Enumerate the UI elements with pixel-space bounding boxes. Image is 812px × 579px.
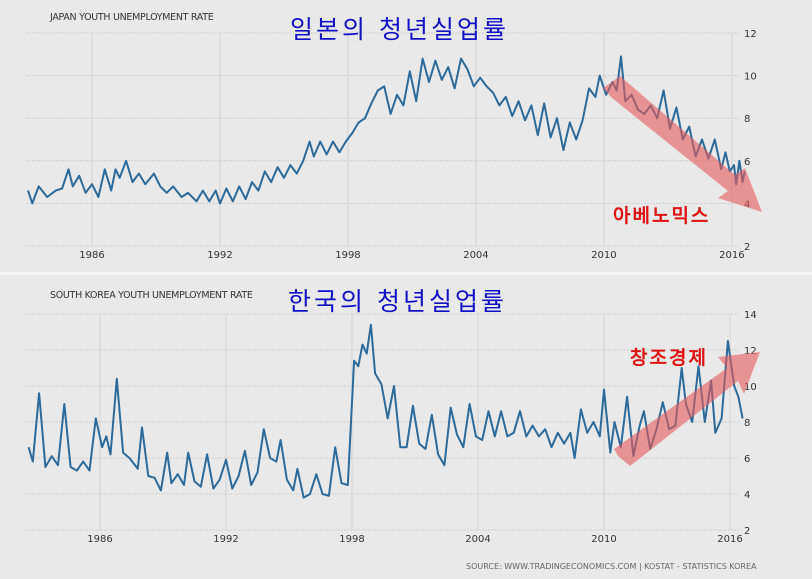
japan-y-tick-label: 2 bbox=[744, 242, 750, 253]
korea-chart-title: SOUTH KOREA YOUTH UNEMPLOYMENT RATE bbox=[50, 290, 253, 301]
korea-y-tick-label: 4 bbox=[744, 490, 750, 501]
japan-chart-title: JAPAN YOUTH UNEMPLOYMENT RATE bbox=[49, 12, 214, 23]
korea-x-tick-label: 1986 bbox=[87, 534, 112, 545]
korea-x-tick-label: 2010 bbox=[591, 534, 616, 545]
source-note: SOURCE: WWW.TRADINGECONOMICS.COM | KOSTA… bbox=[466, 562, 757, 571]
korea-trend-arrow-up bbox=[614, 352, 760, 466]
japan-x-tick-label: 1992 bbox=[207, 250, 232, 261]
korea-y-tick-label: 14 bbox=[744, 310, 757, 321]
japan-y-tick-label: 12 bbox=[744, 29, 757, 40]
korea-policy-annotation: 창조경제 bbox=[630, 347, 708, 369]
korea-x-tick-label: 1992 bbox=[213, 534, 238, 545]
japan-x-tick-label: 2016 bbox=[719, 250, 744, 261]
japan-trend-arrow-down bbox=[603, 76, 762, 212]
japan-y-tick-label: 8 bbox=[744, 114, 750, 125]
korea-y-tick-label: 12 bbox=[744, 346, 757, 357]
korea-x-tick-label: 2016 bbox=[717, 534, 742, 545]
japan-y-tick-label: 10 bbox=[744, 72, 757, 83]
korea-y-tick-label: 2 bbox=[744, 526, 750, 537]
japan-policy-annotation: 아베노믹스 bbox=[613, 205, 710, 227]
japan-x-tick-label: 2004 bbox=[463, 250, 488, 261]
japan-x-tick-label: 1986 bbox=[79, 250, 104, 261]
japan-y-tick-label: 6 bbox=[744, 157, 750, 168]
korea-x-tick-label: 1998 bbox=[339, 534, 364, 545]
panel-divider bbox=[0, 272, 812, 275]
korea-y-tick-label: 10 bbox=[744, 382, 757, 393]
korea-y-tick-label: 6 bbox=[744, 454, 750, 465]
korea-chart: 2 4 6 8 10 12 14 1986 1992 1998 2004 2010 2016 창조경제 SO… bbox=[26, 287, 760, 571]
korea-overlay-title: 한국의 청년실업률 bbox=[288, 287, 507, 316]
japan-x-tick-label: 1998 bbox=[335, 250, 360, 261]
korea-x-tick-label: 2004 bbox=[465, 534, 490, 545]
korea-y-tick-label: 8 bbox=[744, 418, 750, 429]
japan-x-tick-label: 2010 bbox=[591, 250, 616, 261]
japan-overlay-title: 일본의 청년실업률 bbox=[290, 15, 509, 44]
japan-chart: 24681012198619921998200420102016아베노믹스JAP… bbox=[26, 12, 762, 261]
